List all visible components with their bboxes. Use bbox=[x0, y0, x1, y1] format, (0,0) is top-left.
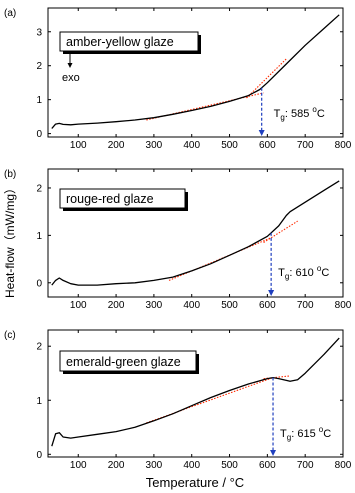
y-axis-label: Heat-flow（mW/mg） bbox=[3, 182, 17, 298]
x-tick-label: 600 bbox=[259, 140, 276, 151]
x-tick-label: 800 bbox=[335, 140, 352, 151]
tangent-line-high bbox=[246, 58, 287, 99]
x-tick-label: 800 bbox=[335, 300, 352, 311]
exo-arrow-icon bbox=[67, 63, 73, 68]
x-tick-label: 700 bbox=[297, 140, 314, 151]
legend-label: amber-yellow glaze bbox=[66, 35, 174, 49]
y-tick-label: 2 bbox=[36, 61, 42, 72]
y-tick-label: 1 bbox=[36, 95, 42, 106]
panel-letter: (b) bbox=[4, 169, 16, 180]
x-tick-label: 500 bbox=[221, 140, 238, 151]
x-tick-label: 400 bbox=[183, 460, 200, 471]
tangent-line-high bbox=[263, 220, 298, 243]
x-tick-label: 200 bbox=[108, 300, 125, 311]
plot-frame bbox=[47, 168, 344, 298]
dsc-curve bbox=[51, 180, 340, 286]
panel-2: (b) 100 200 300 400 500 600 700 800 0 1 2 Tg: 610 oC… bbox=[4, 168, 352, 311]
legend-box bbox=[59, 31, 199, 52]
x-tick-label: 300 bbox=[146, 140, 163, 151]
plot-frame bbox=[47, 329, 344, 458]
panel-letter: (c) bbox=[4, 330, 16, 341]
x-tick-label: 400 bbox=[183, 300, 200, 311]
y-tick-label: 3 bbox=[36, 27, 42, 38]
plot-frame bbox=[47, 7, 344, 138]
tg-arrowhead bbox=[258, 130, 265, 136]
y-tick-label: 2 bbox=[36, 183, 42, 194]
tg-label: Tg: 610 oC bbox=[278, 264, 329, 281]
legend-label: rouge-red glaze bbox=[66, 192, 154, 206]
exo-label: exo bbox=[62, 72, 80, 84]
y-tick-label: 0 bbox=[36, 278, 42, 289]
legend-box bbox=[59, 350, 197, 372]
x-tick-label: 700 bbox=[297, 300, 314, 311]
x-tick-label: 500 bbox=[221, 460, 238, 471]
tg-arrowhead bbox=[268, 290, 275, 296]
x-axis-label: Temperature / °C bbox=[146, 475, 244, 490]
panel-1: (a) 100 200 300 400 500 600 700 800 0 1 2 3 Tg: 585 o… bbox=[4, 7, 352, 151]
x-tick-label: 200 bbox=[108, 140, 125, 151]
dsc-curve bbox=[51, 337, 340, 447]
x-tick-label: 700 bbox=[297, 460, 314, 471]
x-tick-label: 800 bbox=[335, 460, 352, 471]
panel-3: (c) 100 200 300 400 500 600 700 800 0 1 2 Tg: 615 oC… bbox=[4, 329, 352, 471]
y-tick-label: 1 bbox=[36, 396, 42, 407]
tg-label: Tg: 585 oC bbox=[274, 105, 325, 122]
x-tick-label: 600 bbox=[259, 300, 276, 311]
x-tick-label: 600 bbox=[259, 460, 276, 471]
x-tick-label: 200 bbox=[108, 460, 125, 471]
tg-arrowhead bbox=[270, 450, 277, 456]
panel-letter: (a) bbox=[4, 8, 16, 19]
x-tick-label: 100 bbox=[70, 460, 87, 471]
y-tick-label: 1 bbox=[36, 231, 42, 242]
y-tick-label: 2 bbox=[36, 342, 42, 353]
x-tick-label: 500 bbox=[221, 300, 238, 311]
y-tick-label: 0 bbox=[36, 129, 42, 140]
legend-box bbox=[59, 188, 186, 209]
x-tick-label: 100 bbox=[70, 300, 87, 311]
legend-label: emerald-green glaze bbox=[66, 355, 181, 369]
x-tick-label: 100 bbox=[70, 140, 87, 151]
x-tick-label: 300 bbox=[146, 300, 163, 311]
dsc-curve bbox=[51, 14, 340, 129]
x-tick-label: 400 bbox=[183, 140, 200, 151]
tg-label: Tg: 615 oC bbox=[280, 425, 331, 442]
y-tick-label: 0 bbox=[36, 450, 42, 461]
x-tick-label: 300 bbox=[146, 460, 163, 471]
